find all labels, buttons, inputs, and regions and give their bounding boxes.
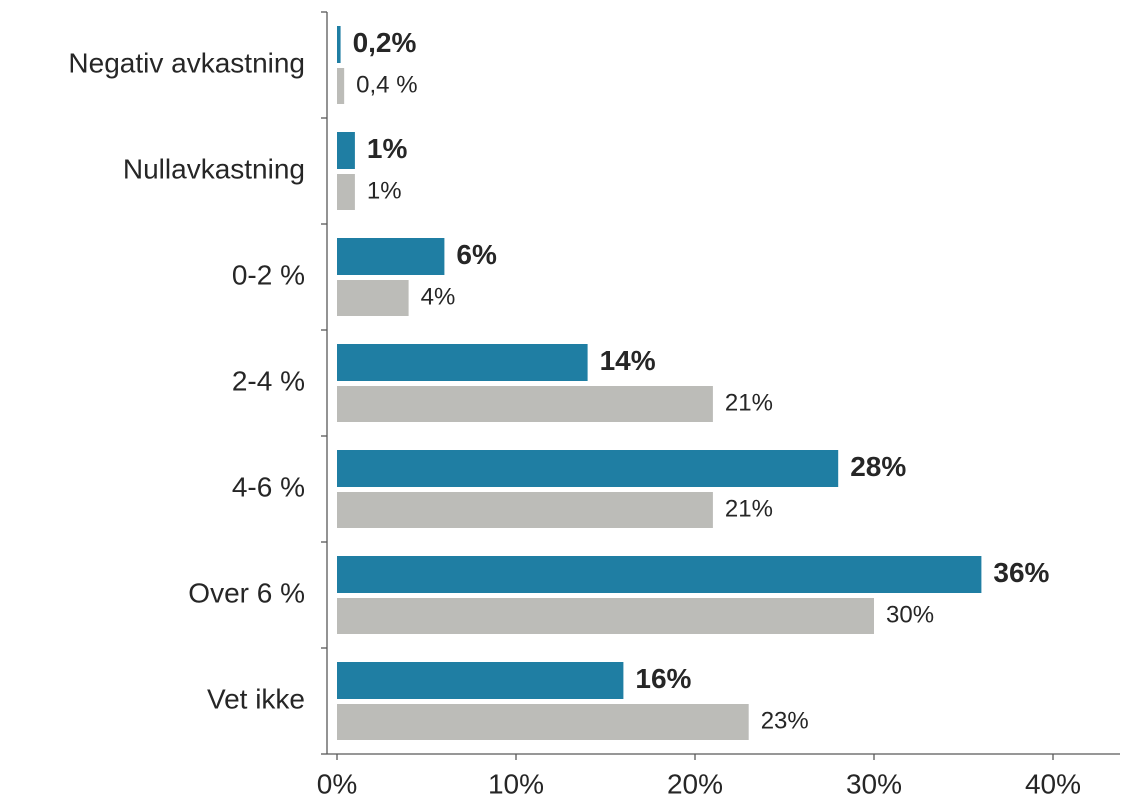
x-tick-label: 40%: [1025, 768, 1081, 799]
data-label: 1%: [367, 133, 408, 164]
bar: [337, 238, 445, 275]
bar: [337, 26, 341, 63]
bar: [337, 174, 355, 210]
bar: [337, 386, 713, 422]
x-tick-label: 20%: [667, 768, 723, 799]
category-label: Over 6 %: [188, 577, 305, 608]
data-label: 23%: [761, 707, 809, 734]
bar: [337, 492, 713, 528]
data-label: 14%: [600, 345, 656, 376]
data-label: 4%: [421, 283, 456, 310]
category-label: 0-2 %: [232, 259, 305, 290]
data-label: 21%: [725, 495, 773, 522]
data-label: 36%: [993, 557, 1049, 588]
bar: [337, 132, 355, 169]
bar: [337, 704, 749, 740]
category-label: 2-4 %: [232, 365, 305, 396]
data-label: 0,4 %: [356, 71, 417, 98]
bar: [337, 598, 874, 634]
bar: [337, 280, 409, 316]
x-tick-label: 30%: [846, 768, 902, 799]
data-label: 6%: [456, 239, 497, 270]
bar: [337, 68, 345, 104]
data-label: 1%: [367, 177, 402, 204]
category-label: Vet ikke: [207, 683, 305, 714]
x-tick-label: 0%: [317, 768, 357, 799]
bar: [337, 662, 624, 699]
bar: [337, 556, 982, 593]
category-label: Negativ avkastning: [68, 47, 305, 78]
data-label: 30%: [886, 601, 934, 628]
data-label: 21%: [725, 389, 773, 416]
x-tick-label: 10%: [488, 768, 544, 799]
data-label: 0,2%: [353, 27, 417, 58]
data-label: 16%: [635, 663, 691, 694]
category-label: 4-6 %: [232, 471, 305, 502]
bar: [337, 450, 839, 487]
data-label: 28%: [850, 451, 906, 482]
category-label: Nullavkastning: [123, 153, 305, 184]
bar: [337, 344, 588, 381]
